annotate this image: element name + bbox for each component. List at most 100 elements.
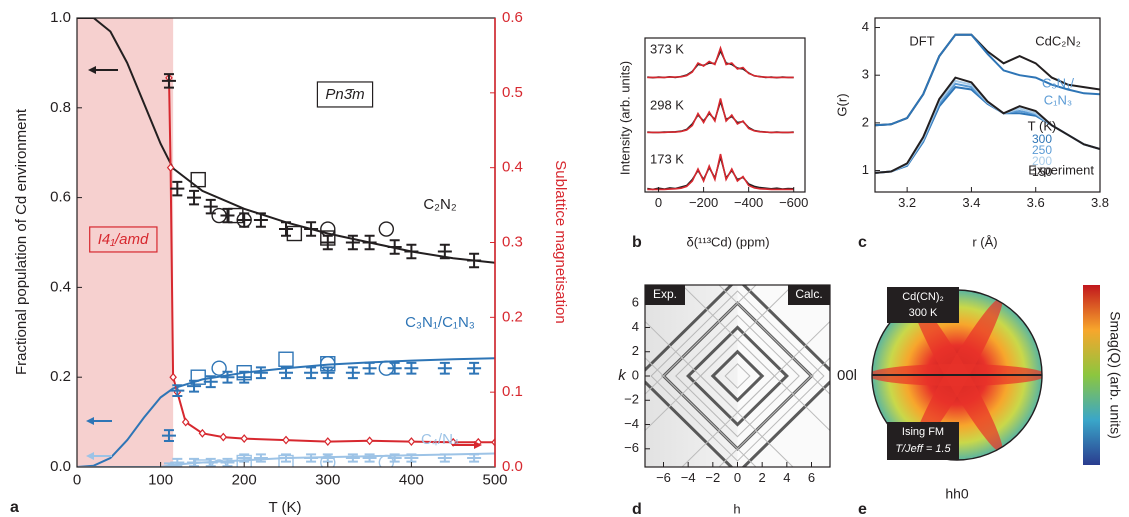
error-bar bbox=[320, 366, 335, 380]
marker bbox=[211, 207, 227, 224]
marker bbox=[236, 454, 252, 467]
label-box bbox=[645, 285, 685, 305]
x-tick-label: 300 bbox=[315, 471, 340, 488]
annotation: Cd(CN)₂ bbox=[902, 291, 944, 303]
plot-area bbox=[875, 33, 1100, 174]
diffuse-line bbox=[645, 320, 794, 467]
error-bar bbox=[220, 207, 235, 224]
annotation: 298 K bbox=[650, 97, 684, 112]
marker bbox=[320, 454, 336, 467]
panel-label: c bbox=[858, 234, 867, 251]
error-bar bbox=[404, 243, 419, 260]
series-line bbox=[77, 357, 495, 467]
error-bar bbox=[187, 379, 202, 393]
marker bbox=[228, 207, 244, 224]
series-name: 200 bbox=[1032, 154, 1052, 168]
annotation-box bbox=[316, 81, 374, 108]
arrow-head bbox=[474, 441, 482, 449]
panel-label: a bbox=[10, 499, 19, 516]
annotation: Experiment bbox=[1028, 162, 1094, 177]
panel-label: d bbox=[632, 501, 642, 517]
x-tick-label: 500 bbox=[482, 471, 507, 488]
series-line bbox=[647, 153, 794, 191]
x-tick-label: 0 bbox=[73, 471, 81, 488]
annotation: T/Jeff = 1.5 bbox=[895, 443, 951, 455]
marker bbox=[378, 221, 395, 237]
annotation: C₄/N₄ bbox=[421, 431, 459, 448]
error-bar bbox=[387, 361, 402, 375]
error-bar bbox=[320, 234, 335, 251]
series-line bbox=[168, 77, 495, 444]
y-tick-label: 2 bbox=[862, 114, 869, 129]
diffuse-line bbox=[645, 357, 757, 467]
y-axis-label: G(r) bbox=[834, 93, 849, 116]
x-axis-label: r (Å) bbox=[972, 234, 997, 249]
y-tick-label: 2 bbox=[632, 343, 639, 358]
series-line bbox=[875, 76, 1100, 174]
label-box bbox=[887, 422, 959, 460]
x-tick-label: −4 bbox=[681, 470, 696, 485]
image-area bbox=[645, 285, 830, 467]
error-bar bbox=[253, 453, 268, 463]
marker bbox=[278, 454, 294, 467]
series-line bbox=[647, 45, 794, 79]
diffuse-line bbox=[724, 363, 751, 389]
x-tick-label: −6 bbox=[656, 470, 671, 485]
marker bbox=[194, 459, 211, 467]
colorbar-label: Smag(Q) (arb. units) bbox=[1107, 311, 1123, 439]
x-tick-label: 3.6 bbox=[1027, 195, 1045, 210]
series-line bbox=[647, 98, 794, 134]
exp-half bbox=[645, 285, 738, 467]
annotation: I4₁/amd bbox=[98, 231, 149, 248]
marker bbox=[236, 365, 252, 381]
y-tick-label: 0.8 bbox=[50, 99, 71, 116]
error-bar bbox=[345, 453, 360, 463]
error-bar bbox=[279, 453, 293, 463]
series-line bbox=[875, 33, 1100, 127]
y2-axis-label: Sublattice magnetisation bbox=[552, 160, 569, 323]
annotation: 373 K bbox=[650, 41, 684, 56]
y2-tick-label: 0.2 bbox=[502, 308, 523, 325]
label-box bbox=[788, 285, 830, 305]
marker bbox=[378, 360, 395, 376]
marker bbox=[240, 434, 248, 443]
annotation: Exp. bbox=[653, 287, 677, 301]
arrow-head bbox=[88, 66, 96, 74]
error-bar bbox=[170, 457, 185, 467]
error-bar bbox=[467, 361, 482, 375]
error-bar bbox=[362, 361, 377, 375]
diffuse-line bbox=[681, 285, 830, 432]
x-tick-label: 400 bbox=[399, 471, 424, 488]
error-bar bbox=[387, 453, 402, 463]
marker bbox=[365, 436, 374, 446]
diffuse-line bbox=[710, 349, 765, 403]
error-bar bbox=[362, 453, 377, 463]
error-bar bbox=[170, 384, 185, 398]
y-axis-label: k bbox=[618, 367, 627, 384]
error-bar bbox=[203, 457, 218, 467]
error-bar bbox=[237, 212, 252, 228]
marker bbox=[198, 428, 207, 438]
diffuse-line bbox=[718, 285, 830, 395]
annotation: C₁N₃ bbox=[1044, 92, 1072, 107]
diffuse-line bbox=[686, 325, 789, 427]
x-tick-label: 0 bbox=[655, 195, 662, 210]
y2-tick-label: 0.3 bbox=[502, 233, 523, 250]
marker bbox=[407, 437, 416, 446]
x-tick-label: −600 bbox=[779, 195, 808, 210]
x-tick-label: 3.4 bbox=[962, 195, 980, 210]
annotation: CdC₂N₂ bbox=[1035, 33, 1081, 48]
arrow-head bbox=[86, 417, 94, 425]
y-tick-label: 4 bbox=[862, 19, 869, 34]
diffuse-line bbox=[650, 290, 825, 462]
annotation: C₂N₂ bbox=[423, 196, 456, 213]
marker bbox=[190, 369, 206, 385]
error-bar bbox=[187, 189, 202, 206]
y-tick-label: 0 bbox=[632, 367, 639, 382]
error-bar bbox=[220, 457, 235, 467]
error-bar bbox=[304, 221, 319, 237]
colorbar bbox=[1083, 285, 1100, 465]
series-line bbox=[77, 18, 495, 264]
marker bbox=[190, 171, 206, 188]
